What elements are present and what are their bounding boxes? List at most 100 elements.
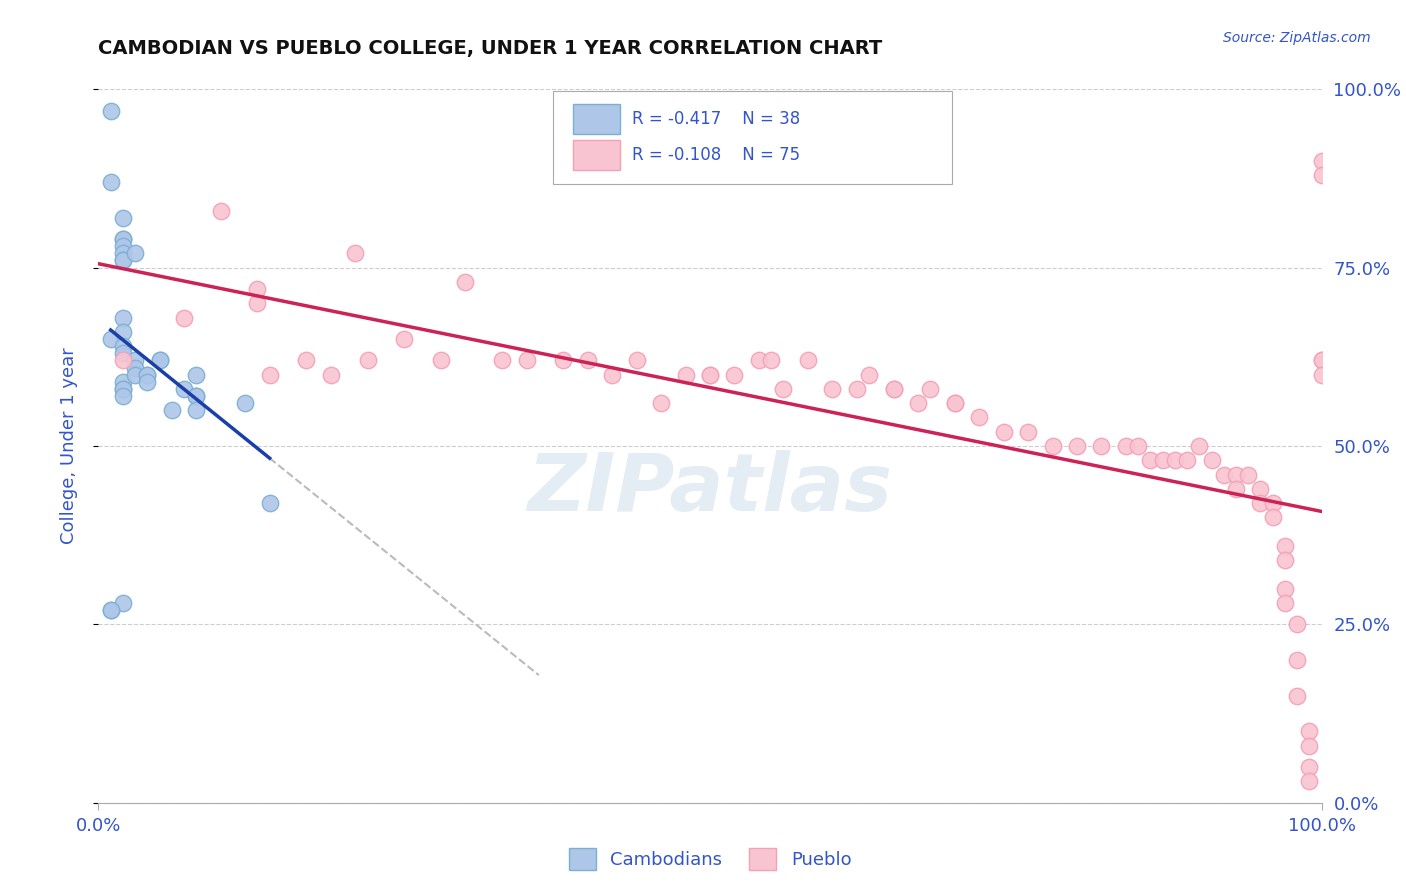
Point: [1298, 724, 1320, 739]
Point: [883, 382, 905, 396]
Point: [675, 368, 697, 382]
FancyBboxPatch shape: [574, 104, 620, 134]
Point: [1017, 425, 1039, 439]
Point: [1115, 439, 1137, 453]
Point: [136, 375, 159, 389]
FancyBboxPatch shape: [554, 91, 952, 184]
Point: [600, 368, 623, 382]
Point: [100, 603, 122, 617]
Point: [761, 353, 783, 368]
Point: [576, 353, 599, 368]
Point: [993, 425, 1015, 439]
Point: [1261, 496, 1284, 510]
Point: [1128, 439, 1150, 453]
Point: [1298, 739, 1320, 753]
Point: [259, 368, 281, 382]
Point: [1310, 153, 1333, 168]
Point: [124, 353, 146, 368]
Point: [173, 310, 195, 325]
Point: [1090, 439, 1112, 453]
Point: [160, 403, 183, 417]
Point: [124, 368, 146, 382]
Text: CAMBODIAN VS PUEBLO COLLEGE, UNDER 1 YEAR CORRELATION CHART: CAMBODIAN VS PUEBLO COLLEGE, UNDER 1 YEA…: [98, 39, 883, 58]
Point: [344, 246, 367, 260]
Legend: Cambodians, Pueblo: Cambodians, Pueblo: [560, 839, 860, 880]
Point: [943, 396, 966, 410]
Point: [111, 239, 134, 253]
Point: [111, 346, 134, 360]
Point: [111, 382, 134, 396]
Point: [111, 353, 134, 368]
Point: [1274, 582, 1296, 596]
Point: [943, 396, 966, 410]
Point: [246, 282, 269, 296]
Point: [723, 368, 745, 382]
Point: [209, 203, 232, 218]
Point: [1274, 553, 1296, 567]
Point: [100, 103, 122, 118]
Point: [1066, 439, 1088, 453]
Point: [858, 368, 880, 382]
Point: [233, 396, 256, 410]
Point: [883, 382, 905, 396]
Point: [1274, 596, 1296, 610]
Point: [111, 253, 134, 268]
Point: [173, 382, 195, 396]
Point: [1164, 453, 1187, 467]
Point: [111, 596, 134, 610]
Point: [797, 353, 820, 368]
Point: [821, 382, 844, 396]
Point: [111, 253, 134, 268]
Point: [1175, 453, 1198, 467]
Point: [319, 368, 342, 382]
Point: [186, 389, 208, 403]
Point: [1286, 689, 1309, 703]
Point: [186, 368, 208, 382]
Point: [1298, 760, 1320, 774]
Point: [111, 325, 134, 339]
Point: [1139, 453, 1161, 467]
Point: [124, 360, 146, 375]
Point: [149, 353, 172, 368]
Point: [626, 353, 648, 368]
Point: [100, 175, 122, 189]
Point: [1310, 353, 1333, 368]
Point: [772, 382, 794, 396]
Point: [699, 368, 721, 382]
Point: [136, 368, 159, 382]
Point: [845, 382, 868, 396]
Point: [1225, 482, 1247, 496]
Point: [1286, 617, 1309, 632]
Point: [1310, 353, 1333, 368]
Point: [699, 368, 721, 382]
Point: [1212, 467, 1234, 482]
Text: ZIPatlas: ZIPatlas: [527, 450, 893, 528]
Point: [1188, 439, 1211, 453]
Point: [186, 389, 208, 403]
Point: [553, 353, 575, 368]
Point: [356, 353, 378, 368]
Point: [111, 382, 134, 396]
Point: [149, 353, 172, 368]
Point: [1310, 368, 1333, 382]
Point: [1298, 774, 1320, 789]
Point: [100, 603, 122, 617]
Point: [111, 375, 134, 389]
Point: [1274, 539, 1296, 553]
Point: [111, 232, 134, 246]
Point: [430, 353, 453, 368]
Point: [124, 246, 146, 260]
Point: [111, 310, 134, 325]
Y-axis label: College, Under 1 year: College, Under 1 year: [59, 348, 77, 544]
Text: Source: ZipAtlas.com: Source: ZipAtlas.com: [1223, 31, 1371, 45]
Point: [111, 232, 134, 246]
FancyBboxPatch shape: [574, 140, 620, 169]
Point: [967, 410, 990, 425]
Point: [295, 353, 318, 368]
Text: R = -0.417    N = 38: R = -0.417 N = 38: [631, 111, 800, 128]
Point: [515, 353, 537, 368]
Point: [1286, 653, 1309, 667]
Point: [748, 353, 770, 368]
Point: [111, 389, 134, 403]
Point: [907, 396, 929, 410]
